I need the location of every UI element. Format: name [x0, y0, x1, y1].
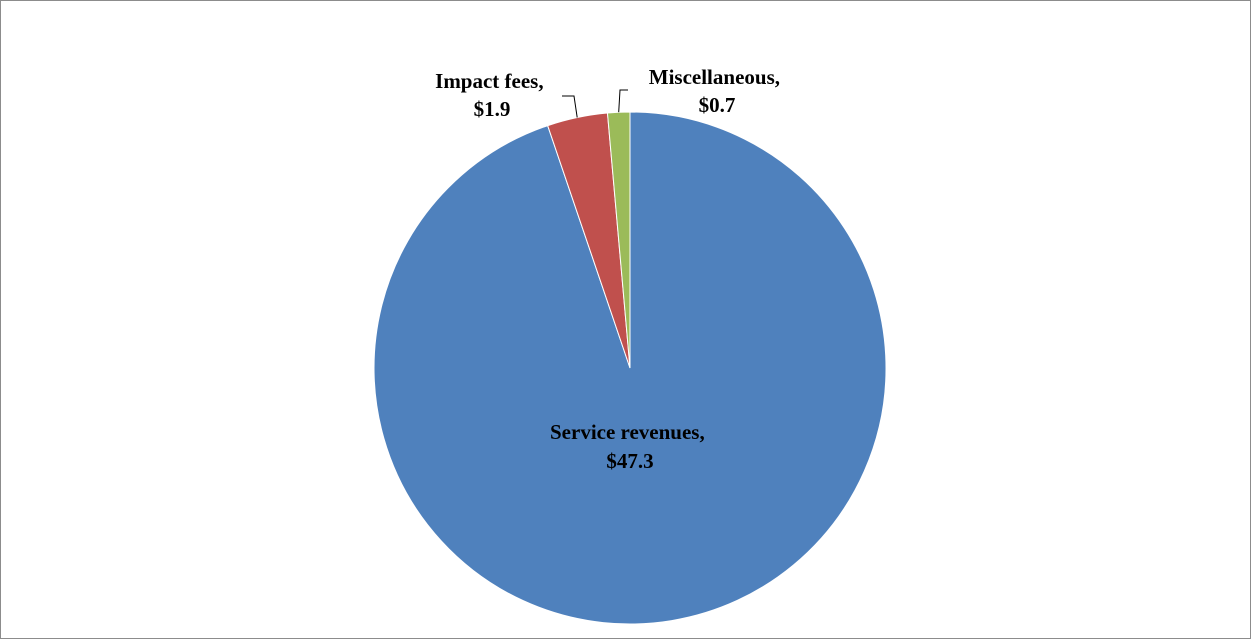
- leader-lines-layer: [562, 89, 628, 118]
- slice-label-miscellaneous: Miscellaneous, $0.7: [649, 65, 786, 117]
- slice-label-service-revenues-value: $47.3: [606, 449, 653, 473]
- slice-label-service-revenues: Service revenues, $47.3: [550, 420, 710, 473]
- slices-layer: [373, 111, 887, 625]
- slice-label-impact-fees-name: Impact fees: [435, 69, 538, 93]
- slice-label-miscellaneous-value: $0.7: [699, 93, 736, 117]
- slice-label-miscellaneous-sep: ,: [775, 65, 780, 89]
- slice-label-impact-fees: Impact fees, $1.9: [435, 69, 549, 121]
- pie-slice-miscellaneous: [606, 111, 631, 369]
- slice-label-service-revenues-sep: ,: [699, 420, 704, 444]
- slice-label-service-revenues-name: Service revenues: [550, 420, 699, 444]
- slice-label-impact-fees-sep: ,: [538, 69, 543, 93]
- slice-label-impact-fees-value: $1.9: [474, 97, 511, 121]
- leader-line-impact-fees: [562, 95, 578, 118]
- leader-line-miscellaneous: [618, 89, 628, 113]
- slice-label-miscellaneous-name: Miscellaneous: [649, 65, 775, 89]
